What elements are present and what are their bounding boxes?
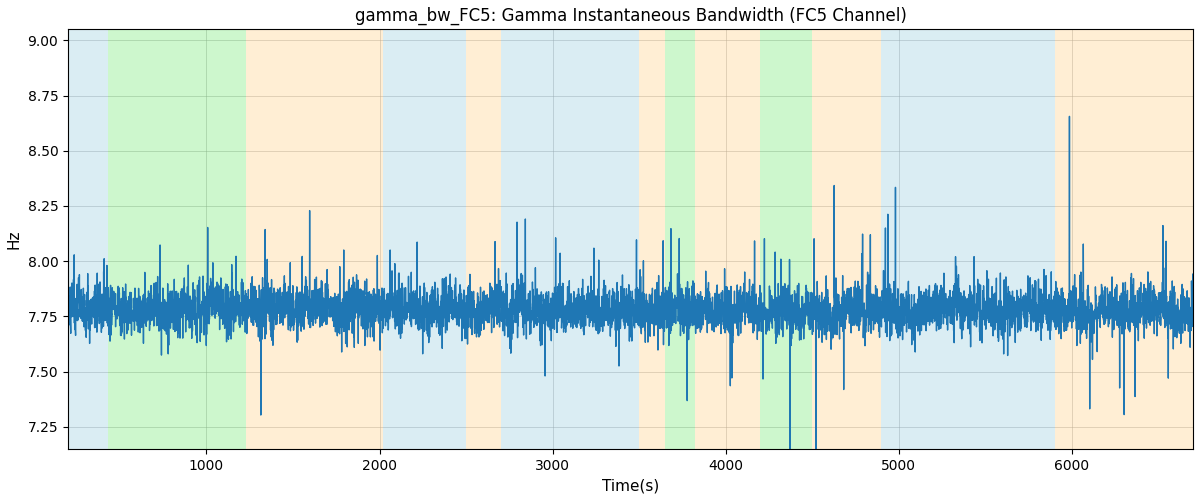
Bar [1055,30,1193,449]
Bar [68,30,108,449]
Bar [246,30,383,449]
Bar [500,30,640,449]
Title: gamma_bw_FC5: Gamma Instantaneous Bandwidth (FC5 Channel): gamma_bw_FC5: Gamma Instantaneous Bandwi… [354,7,906,25]
X-axis label: Time(s): Time(s) [602,478,659,493]
Bar [466,30,500,449]
Bar [665,30,695,449]
Bar [761,30,812,449]
Bar [812,30,882,449]
Y-axis label: Hz: Hz [7,230,22,249]
Bar [695,30,761,449]
Bar [882,30,1020,449]
Bar [1020,30,1055,449]
Bar [383,30,466,449]
Bar [108,30,246,449]
Bar [640,30,665,449]
